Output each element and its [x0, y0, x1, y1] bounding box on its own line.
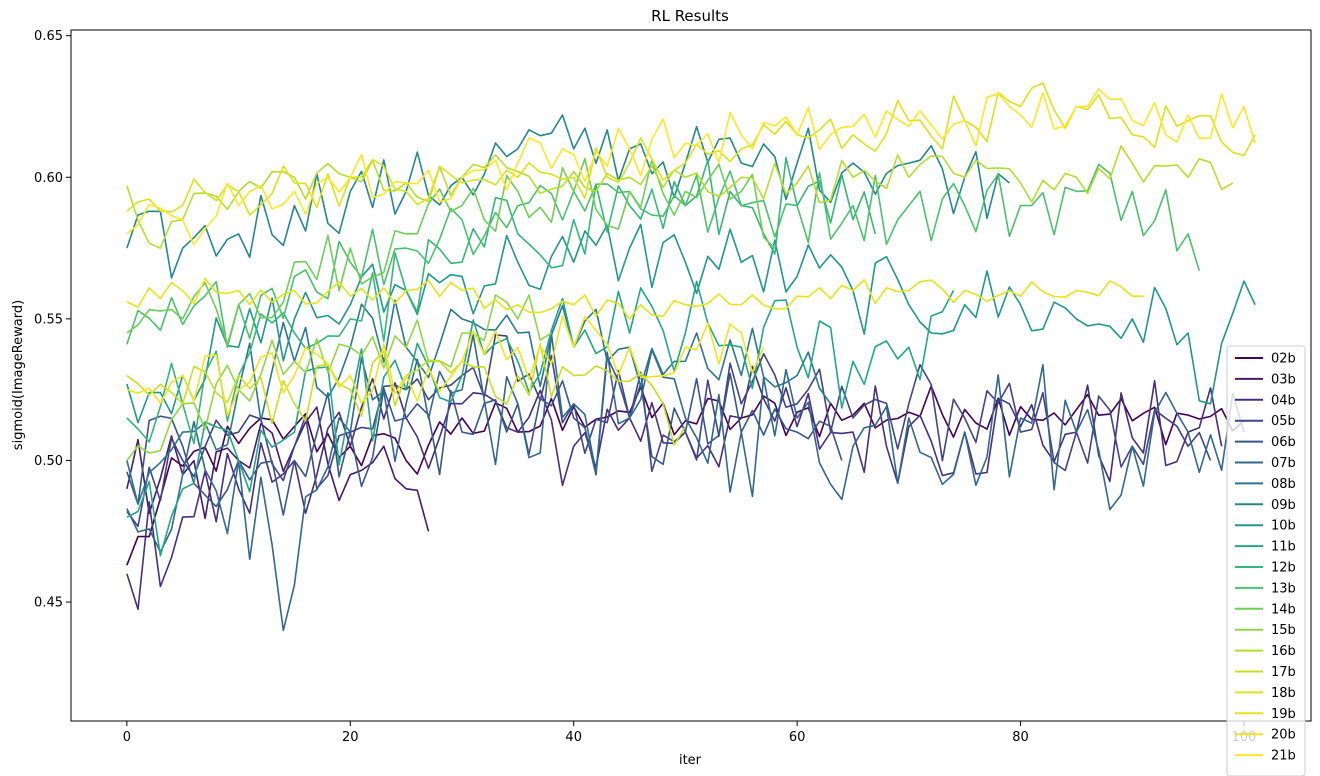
legend-label-21b: 21b: [1271, 749, 1296, 764]
legend-label-16b: 16b: [1271, 644, 1296, 659]
series-line-19b: [126, 277, 1144, 320]
series-line-09b: [126, 114, 1010, 279]
series-line-04b: [126, 365, 1223, 611]
series-line-05b: [126, 333, 1212, 528]
legend-label-11b: 11b: [1271, 540, 1296, 555]
y-tick-label: 0.50: [34, 454, 63, 469]
series-line-13b: [126, 163, 1201, 349]
series-line-20b: [126, 315, 765, 417]
y-tick-label: 0.45: [34, 596, 63, 611]
series-group: [126, 82, 1256, 632]
series-line-17b: [126, 342, 687, 446]
series-line-10b: [126, 223, 1256, 424]
y-tick-label: 0.60: [34, 171, 63, 186]
series-line-15b: [126, 294, 552, 461]
legend: 02b 03b 04b 05b 06b 07b 08b 09b 10b 11b 12b 13b 14b 1…: [1226, 345, 1306, 776]
legend-label-19b: 19b: [1271, 707, 1296, 722]
y-axis-label: sigmoid(ImageReward): [11, 300, 26, 450]
legend-label-12b: 12b: [1271, 561, 1296, 576]
legend-label-08b: 08b: [1271, 477, 1296, 492]
legend-label-07b: 07b: [1271, 456, 1296, 471]
series-line-11b: [126, 280, 955, 557]
series-line-07b: [126, 333, 1245, 632]
legend-label-02b: 02b: [1271, 352, 1296, 367]
series-line-18b: [126, 82, 1256, 216]
series-line-03b: [126, 406, 430, 532]
chart-title: RL Results: [651, 7, 729, 25]
legend-label-14b: 14b: [1271, 602, 1296, 617]
legend-label-09b: 09b: [1271, 498, 1296, 513]
legend-label-17b: 17b: [1271, 665, 1296, 680]
y-tick-label: 0.65: [34, 29, 63, 44]
series-line-12b: [126, 156, 877, 445]
series-line-14b: [126, 157, 776, 346]
series-line-02b: [126, 385, 1256, 566]
series-line-08b: [126, 299, 832, 505]
legend-label-20b: 20b: [1271, 728, 1296, 743]
legend-label-04b: 04b: [1271, 393, 1296, 408]
series-line-16b: [126, 145, 1234, 249]
x-tick-label: 0: [123, 730, 131, 745]
x-tick-label: 60: [789, 730, 806, 745]
legend-label-03b: 03b: [1271, 372, 1296, 387]
x-axis: 020406080100: [123, 721, 1256, 745]
legend-label-15b: 15b: [1271, 623, 1296, 638]
x-axis-label: iter: [679, 753, 702, 768]
legend-box: [1226, 345, 1306, 776]
legend-label-10b: 10b: [1271, 519, 1296, 534]
series-line-21b: [126, 88, 1256, 246]
y-axis: 0.45 0.50 0.55 0.60 0.65: [34, 29, 71, 611]
plot-frame: [70, 29, 1312, 722]
x-tick-label: 40: [565, 730, 582, 745]
legend-label-06b: 06b: [1271, 435, 1296, 450]
legend-label-13b: 13b: [1271, 581, 1296, 596]
x-tick-label: 20: [342, 730, 359, 745]
legend-label-05b: 05b: [1271, 414, 1296, 429]
legend-label-18b: 18b: [1271, 686, 1296, 701]
x-tick-label: 80: [1012, 730, 1029, 745]
y-tick-label: 0.55: [34, 312, 63, 327]
